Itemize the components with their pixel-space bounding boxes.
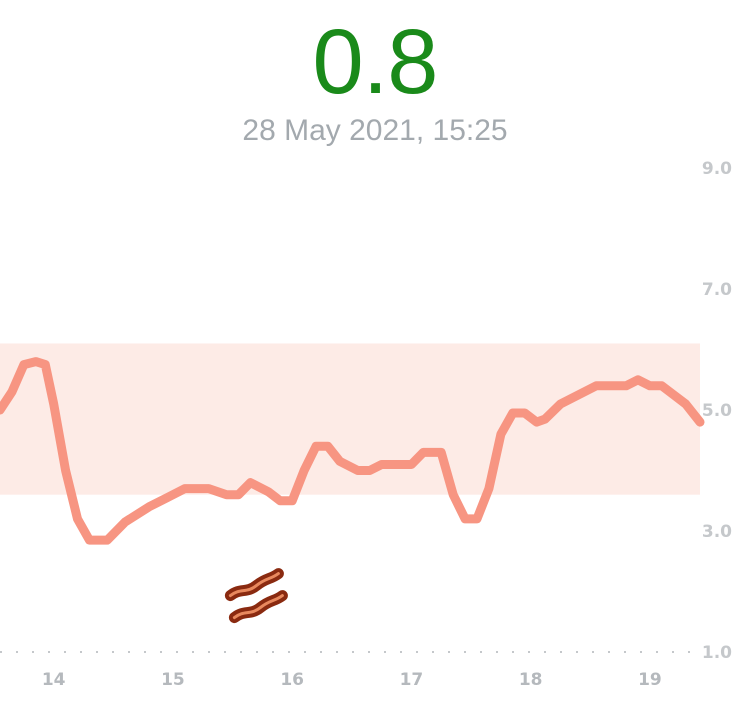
- y-tick-label: 1.0: [702, 643, 732, 663]
- x-tick-label: 16: [280, 670, 304, 690]
- current-value: 0.8: [312, 11, 439, 113]
- x-tick-label: 17: [400, 670, 424, 690]
- x-tick-label: 19: [638, 670, 662, 690]
- glucose-series-line: [0, 357, 705, 545]
- y-tick-label: 7.0: [702, 280, 732, 300]
- x-tick-label: 15: [161, 670, 185, 690]
- y-tick-label: 3.0: [702, 522, 732, 542]
- target-range-band: [0, 343, 700, 495]
- y-tick-label: 5.0: [702, 401, 732, 421]
- bacon-icon[interactable]: [224, 568, 288, 624]
- reading-timestamp: 28 May 2021, 15:25: [242, 114, 508, 147]
- x-tick-label: 14: [42, 670, 66, 690]
- y-tick-label: 9.0: [702, 159, 732, 179]
- x-tick-label: 18: [519, 670, 543, 690]
